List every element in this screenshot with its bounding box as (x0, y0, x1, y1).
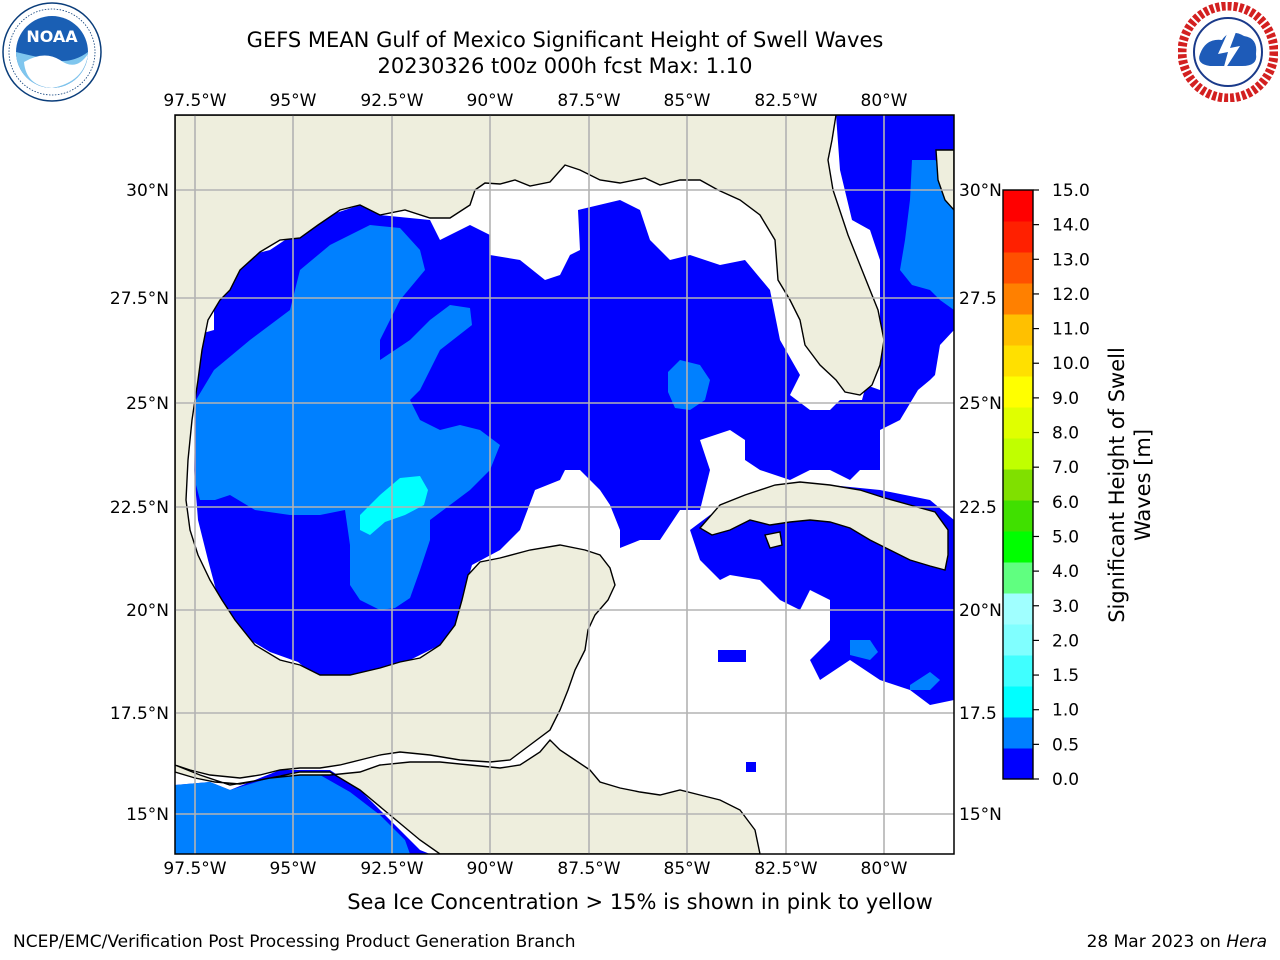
colorbar-swatch (1003, 562, 1033, 594)
lon-labels-bottom: 97.5°W 95°W 92.5°W 90°W 87.5°W 85°W 82.5… (163, 859, 907, 879)
swell-field-1.0-1.5 (360, 476, 428, 535)
colorbar-swatch (1003, 717, 1033, 749)
lat-label: 27.5°N (110, 289, 169, 309)
colorbar-tick-label: 3.0 (1052, 597, 1079, 617)
lat-label: 27.5 (959, 289, 997, 309)
colorbar-swatch (1003, 376, 1033, 408)
colorbar-tick-label: 4.0 (1052, 562, 1079, 582)
lon-label: 95°W (270, 859, 317, 879)
lon-label: 82.5°W (754, 91, 817, 111)
lon-labels-top: 97.5°W 95°W 92.5°W 90°W 87.5°W 85°W 82.5… (163, 91, 907, 111)
colorbar-swatch (1003, 345, 1033, 377)
colorbar-tick-label: 15.0 (1052, 181, 1090, 201)
colorbar-swatch (1003, 252, 1033, 284)
lat-label: 15°N (126, 805, 169, 825)
colorbar-swatch (1003, 469, 1033, 501)
colorbar-tick-label: 8.0 (1052, 424, 1079, 444)
lon-label: 82.5°W (754, 859, 817, 879)
lat-label: 15°N (959, 805, 1002, 825)
lat-label: 17.5°N (110, 704, 169, 724)
swell-field-0.5-1.0 (175, 160, 954, 854)
land (175, 115, 954, 854)
lat-label: 20°N (959, 601, 1002, 621)
colorbar-tick-label: 13.0 (1052, 250, 1090, 270)
colorbar-swatch (1003, 500, 1033, 532)
colorbar-tick-label: 1.0 (1052, 701, 1079, 721)
colorbar-swatch (1003, 531, 1033, 563)
lat-label: 22.5°N (110, 498, 169, 518)
lat-label: 17.5 (959, 704, 997, 724)
chart-title: GEFS MEAN Gulf of Mexico Significant Hei… (246, 28, 884, 52)
colorbar-tick-label: 14.0 (1052, 216, 1090, 236)
colorbar-swatch (1003, 190, 1033, 222)
lat-labels-left: 30°N 27.5°N 25°N 22.5°N 20°N 17.5°N 15°N (110, 181, 169, 825)
lon-label: 97.5°W (163, 859, 226, 879)
lon-label: 80°W (861, 859, 908, 879)
colorbar-tick-label: 6.0 (1052, 493, 1079, 513)
colorbar-tick-label: 7.0 (1052, 458, 1079, 478)
lat-labels-right: 30°N 27.5 25°N 22.5 20°N 17.5 15°N (959, 181, 1002, 825)
nws-logo-icon (1178, 2, 1278, 102)
colorbar-swatch (1003, 283, 1033, 315)
map-frame (174, 114, 955, 855)
map-area (175, 115, 954, 854)
lon-label: 90°W (467, 859, 514, 879)
lat-label: 25°N (959, 394, 1002, 414)
lon-label: 92.5°W (360, 91, 423, 111)
colorbar-tick-label: 12.0 (1052, 285, 1090, 305)
colorbar-swatch (1003, 221, 1033, 253)
colorbar-swatch (1003, 438, 1033, 470)
lat-label: 30°N (126, 181, 169, 201)
lat-label: 20°N (126, 601, 169, 621)
lon-label: 95°W (270, 91, 317, 111)
colorbar-tick-label: 0.5 (1052, 735, 1079, 755)
colorbar-tick-label: 10.0 (1052, 354, 1090, 374)
lon-label: 87.5°W (557, 91, 620, 111)
generation-date-text: 28 Mar 2023 on (1086, 932, 1227, 952)
lon-label: 90°W (467, 91, 514, 111)
lon-label: 87.5°W (557, 859, 620, 879)
colorbar-swatch (1003, 314, 1033, 346)
colorbar-swatch (1003, 686, 1033, 718)
colorbar-label: Significant Height of Swell Waves [m] (1105, 347, 1155, 623)
generation-date: 28 Mar 2023 on Hera (1087, 932, 1267, 952)
lon-label: 85°W (664, 91, 711, 111)
colorbar: 15.0 14.0 13.0 12.0 11.0 10.0 9.0 8.0 7.0 6.0 5.0 4… (1002, 181, 1090, 790)
colorbar-swatch (1003, 624, 1033, 656)
colorbar-frame (1002, 189, 1034, 780)
colorbar-tick-label: 2.0 (1052, 631, 1079, 651)
svg-text:NOAA: NOAA (26, 27, 78, 46)
lat-label: 22.5 (959, 498, 997, 518)
lon-label: 92.5°W (360, 859, 423, 879)
colorbar-tick-label: 5.0 (1052, 527, 1079, 547)
colorbar-swatch (1003, 748, 1033, 780)
colorbar-swatch (1003, 407, 1033, 439)
colorbar-swatch (1003, 593, 1033, 625)
graticule (175, 115, 954, 854)
colorbar-tick-label: 0.0 (1052, 770, 1079, 790)
lon-label: 80°W (861, 91, 908, 111)
lat-label: 30°N (959, 181, 1002, 201)
lon-label: 85°W (664, 859, 711, 879)
sea-ice-footnote: Sea Ice Concentration > 15% is shown in … (347, 890, 933, 914)
producer-credit: NCEP/EMC/Verification Post Processing Pr… (13, 932, 576, 952)
lat-label: 25°N (126, 394, 169, 414)
noaa-logo-icon: NOAA (2, 2, 102, 102)
host-name: Hera (1226, 932, 1267, 952)
colorbar-tick-label: 9.0 (1052, 389, 1079, 409)
colorbar-swatch (1003, 655, 1033, 687)
lon-label: 97.5°W (163, 91, 226, 111)
colorbar-tick-label: 1.5 (1052, 666, 1079, 686)
colorbar-label-line1: Significant Height of Swell (1105, 347, 1129, 623)
colorbar-label-line2: Waves [m] (1131, 429, 1155, 541)
colorbar-tick-label: 11.0 (1052, 320, 1090, 340)
chart-subtitle: 20230326 t00z 000h fcst Max: 1.10 (377, 54, 753, 78)
